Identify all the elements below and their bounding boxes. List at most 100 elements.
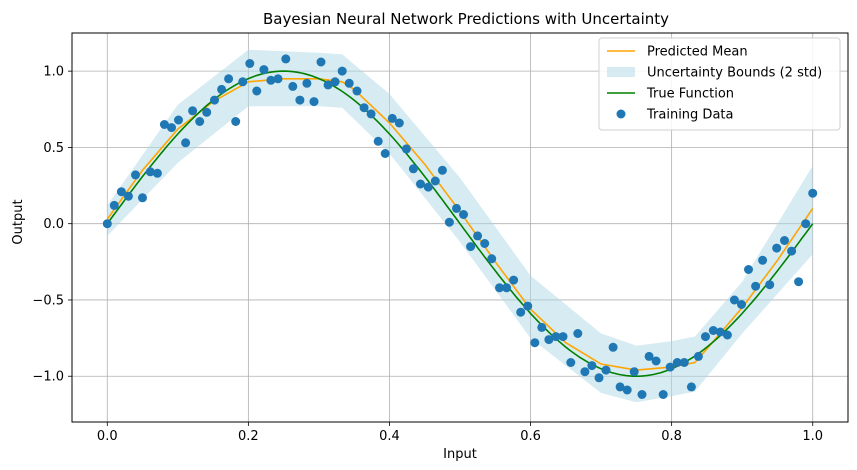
y-tick-label: −0.5 [32,293,64,308]
training-point [359,103,369,113]
training-point [252,86,262,96]
training-point [637,390,647,399]
training-point [181,138,191,148]
legend-patch-handle [607,67,635,77]
training-point [116,187,126,197]
training-point [152,168,162,178]
chart-title: Bayesian Neural Network Predictions with… [263,10,669,28]
legend-label: True Function [646,87,734,102]
legend-box [598,37,841,131]
uncertainty-band [107,49,813,403]
legend-label: Training Data [646,108,733,123]
training-point [780,236,789,245]
training-point [373,136,383,146]
training-point [138,193,147,203]
training-point [259,65,269,75]
training-point [437,165,447,175]
training-point [580,367,590,377]
training-point [587,361,597,371]
training-point [473,231,483,241]
training-point [566,358,576,367]
plot-frame [71,32,849,423]
y-tick-label: 0.5 [43,141,64,156]
legend: Predicted Mean Uncertainty Bounds (2 std)… [598,37,841,131]
training-point [651,356,661,366]
training-point [466,242,476,252]
x-tick-label: 1.0 [802,429,823,444]
training-point [202,107,212,117]
training-point [758,255,768,265]
legend-marker-handle [616,109,626,119]
training-point [772,243,782,253]
training-point [416,179,425,189]
training-point [316,57,326,67]
training-point [167,123,176,133]
training-point [665,362,675,372]
training-point [480,239,490,248]
training-point [794,277,804,287]
training-point [594,373,604,383]
training-point [622,385,632,395]
training-point [530,338,540,348]
training-point [102,219,112,229]
training-point [708,326,718,335]
training-point [231,117,241,126]
training-point [245,59,255,68]
training-point [123,191,133,201]
training-point [722,330,732,340]
training-point [765,280,775,290]
training-point [344,78,354,88]
training-points-layer [102,54,818,399]
training-point [558,332,568,342]
training-point [387,113,397,123]
x-tick-label: 0.8 [661,429,682,444]
training-point [188,106,198,116]
training-point [217,84,227,94]
legend-label: Predicted Mean [647,45,748,60]
training-point [366,109,376,119]
training-point [281,54,291,64]
training-point [352,86,362,96]
training-point [744,265,753,274]
training-point [444,217,454,227]
training-point [679,358,689,367]
x-axis-label: Input [443,447,477,462]
training-point [380,149,390,158]
training-point [601,365,611,375]
training-point [408,164,418,174]
training-point [330,77,340,87]
training-point [131,170,140,180]
training-point [459,210,468,219]
y-axis-ticks: −1.0 −0.5 0.0 0.5 1.0 [32,65,72,385]
training-point [516,307,526,317]
training-point [544,335,554,345]
training-point [487,254,497,264]
training-point [423,182,433,192]
training-point [323,80,333,90]
training-point [266,75,276,85]
training-point [224,74,234,84]
training-point [288,81,298,91]
training-point [309,97,319,107]
y-tick-label: 0.0 [43,217,64,232]
y-tick-label: 1.0 [43,65,64,80]
training-point [787,246,797,256]
training-point [573,329,583,338]
training-point [644,351,654,361]
training-point [109,200,119,210]
legend-label: Uncertainty Bounds (2 std) [647,66,822,81]
training-point [729,295,739,305]
x-tick-label: 0.0 [97,429,118,444]
training-point [295,95,305,105]
x-tick-label: 0.6 [520,429,541,444]
training-point [693,351,703,361]
training-point [551,332,561,342]
training-point [672,358,682,367]
training-point [808,188,818,198]
training-point [751,281,761,291]
y-axis-label: Output [11,199,26,244]
training-point [452,203,461,213]
x-tick-label: 0.4 [379,429,400,444]
x-tick-label: 0.2 [238,429,259,444]
